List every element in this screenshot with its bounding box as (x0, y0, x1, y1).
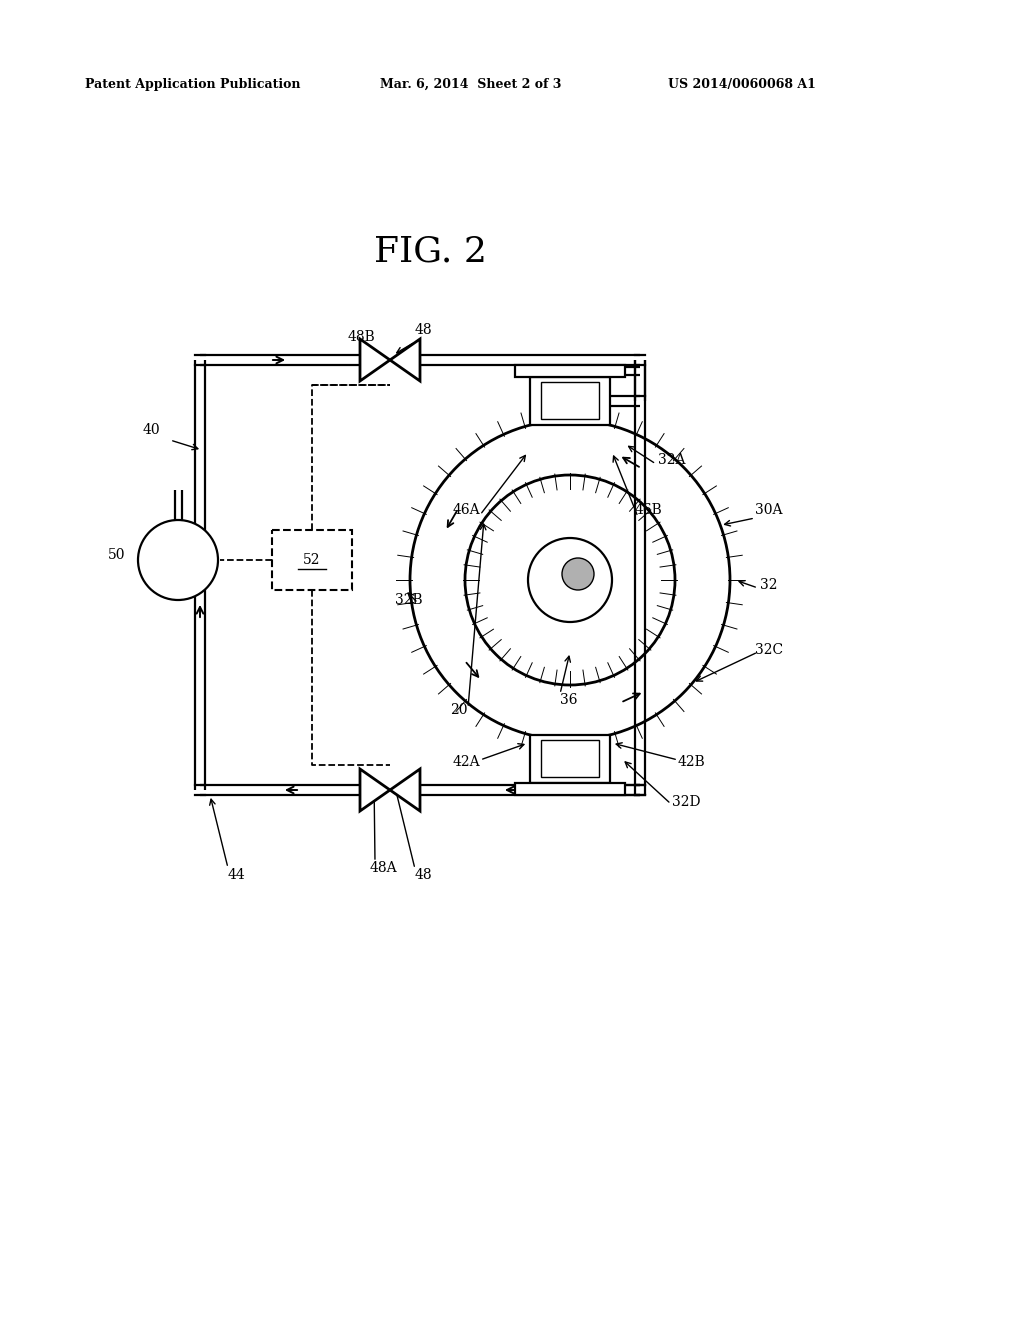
Bar (541, 741, 599, 777)
Circle shape (562, 558, 594, 590)
Text: 26: 26 (566, 573, 584, 587)
Bar (272, 531, 352, 590)
Text: 48A: 48A (370, 861, 397, 875)
Text: 32B: 32B (395, 593, 423, 607)
Text: 20: 20 (450, 704, 468, 717)
Text: 52: 52 (303, 553, 321, 568)
Text: 40: 40 (143, 422, 161, 437)
Bar (541, 381, 599, 418)
Text: 32C: 32C (755, 643, 783, 657)
Text: 30A: 30A (755, 503, 782, 517)
Text: 42A: 42A (453, 755, 480, 770)
Text: Patent Application Publication: Patent Application Publication (85, 78, 300, 91)
Text: 32A: 32A (658, 453, 685, 467)
Text: 34: 34 (560, 553, 578, 568)
Bar (530, 735, 610, 783)
Text: 32D: 32D (672, 795, 700, 809)
Polygon shape (390, 770, 420, 810)
Text: FIG. 2: FIG. 2 (374, 235, 486, 269)
Polygon shape (360, 770, 390, 810)
Polygon shape (360, 339, 390, 381)
Text: US 2014/0060068 A1: US 2014/0060068 A1 (668, 78, 816, 91)
Bar (530, 378, 610, 425)
Text: 32: 32 (760, 578, 777, 591)
Text: 48: 48 (415, 869, 432, 882)
Circle shape (528, 539, 612, 622)
Text: 42B: 42B (678, 755, 706, 770)
Text: 48B: 48B (348, 330, 376, 345)
Text: Mar. 6, 2014  Sheet 2 of 3: Mar. 6, 2014 Sheet 2 of 3 (380, 78, 561, 91)
Bar (515, 366, 625, 378)
Text: 50: 50 (108, 548, 126, 562)
Bar (515, 783, 625, 795)
Text: 46B: 46B (635, 503, 663, 517)
Polygon shape (390, 339, 420, 381)
Circle shape (138, 520, 218, 601)
Text: 44: 44 (228, 869, 246, 882)
Text: 36: 36 (560, 693, 578, 708)
Text: 48: 48 (415, 323, 432, 337)
Text: 46A: 46A (453, 503, 480, 517)
